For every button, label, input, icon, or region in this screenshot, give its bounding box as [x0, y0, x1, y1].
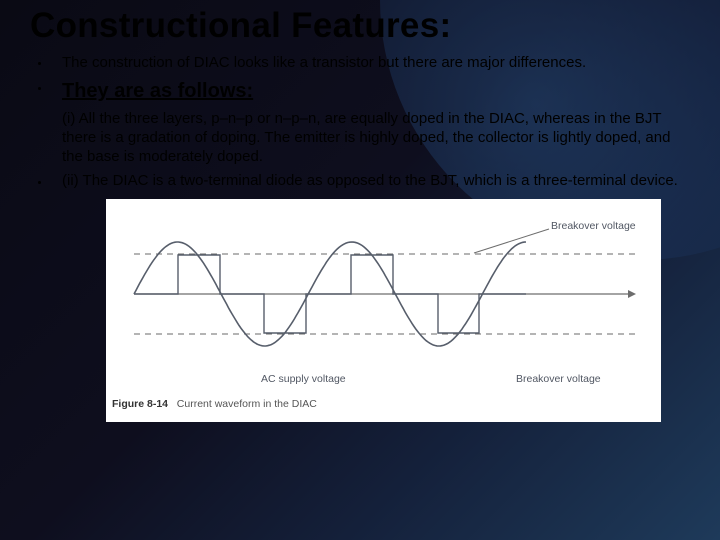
svg-text:Breakover voltage: Breakover voltage — [516, 373, 601, 385]
bullet-list-2: (ii) The DIAC is a two-terminal diode as… — [32, 172, 694, 191]
svg-text:AC supply voltage: AC supply voltage — [261, 373, 346, 385]
figure-number: Figure 8-14 — [112, 398, 168, 410]
list-item: They are as follows: — [32, 79, 694, 103]
waveform-diagram: Breakover voltage AC supply voltage Breako… — [106, 199, 661, 394]
figure-caption: Figure 8-14 Current waveform in the DIAC — [106, 394, 661, 412]
svg-text:Breakover voltage: Breakover voltage — [551, 220, 636, 232]
slide-body: Constructional Features: The constructio… — [0, 0, 720, 540]
bullet-text-ii: (ii) The DIAC is a two-terminal diode as… — [62, 172, 678, 189]
page-title: Constructional Features: — [30, 6, 694, 46]
list-item: (ii) The DIAC is a two-terminal diode as… — [32, 172, 694, 191]
paragraph-i: (i) All the three layers, p–n–p or n–p–n… — [30, 109, 694, 167]
figure-caption-text: Current waveform in the DIAC — [177, 398, 317, 410]
bullet-text-1: The construction of DIAC looks like a tr… — [62, 54, 586, 71]
list-item: The construction of DIAC looks like a tr… — [32, 54, 694, 73]
subheading: They are as follows: — [62, 79, 253, 103]
figure-container: Breakover voltage AC supply voltage Breako… — [106, 199, 661, 422]
bullet-list: The construction of DIAC looks like a tr… — [32, 54, 694, 103]
